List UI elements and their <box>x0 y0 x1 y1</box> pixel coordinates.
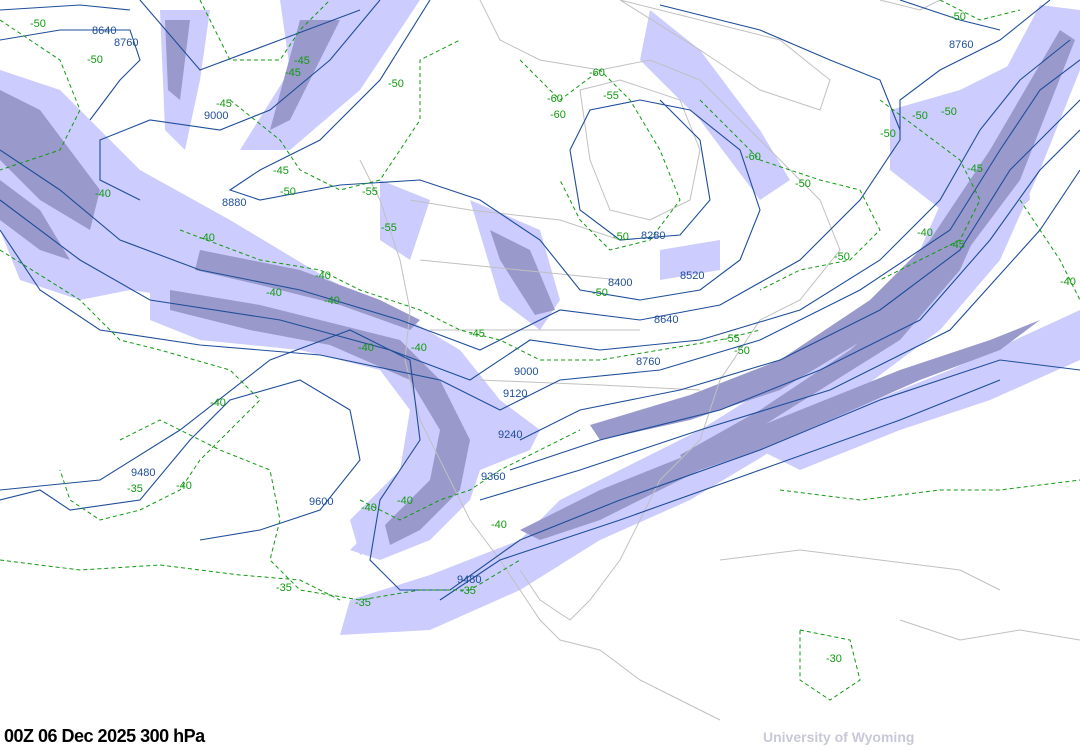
temperature-label: -40 <box>95 188 111 200</box>
temperature-label: -50 <box>592 287 608 299</box>
temperature-label: -30 <box>826 653 842 665</box>
temperature-label: -40 <box>491 519 507 531</box>
temperature-label: -50 <box>912 110 928 122</box>
temperature-label: -45 <box>273 165 289 177</box>
temperature-label: -45 <box>967 163 983 175</box>
temperature-label: -50 <box>950 11 966 23</box>
height-label: 9000 <box>514 366 538 378</box>
temperature-label: -40 <box>210 397 226 409</box>
height-label: 8760 <box>636 356 660 368</box>
temperature-label: -55 <box>603 90 619 102</box>
height-label: 8640 <box>654 314 678 326</box>
height-label: 9480 <box>457 574 481 586</box>
temperature-label: -40 <box>358 342 374 354</box>
temperature-label: -35 <box>276 582 292 594</box>
temperature-label: -45 <box>285 67 301 79</box>
height-labels: 8640 8760 9000 8880 8280 8400 8520 8640 … <box>92 25 973 586</box>
height-label: 8280 <box>641 230 665 242</box>
temperature-label: -35 <box>460 585 476 597</box>
temperature-label: -50 <box>795 178 811 190</box>
height-label: 8520 <box>680 270 704 282</box>
height-label: 8400 <box>608 277 632 289</box>
temperature-label: -45 <box>216 98 232 110</box>
temperature-contours <box>0 0 1080 701</box>
temperature-label: -40 <box>917 227 933 239</box>
temperature-label: -50 <box>280 186 296 198</box>
temperature-label: -55 <box>381 222 397 234</box>
coastlines <box>359 0 1080 721</box>
temperature-label: -60 <box>550 109 566 121</box>
temperature-label: -50 <box>880 128 896 140</box>
temperature-label: -50 <box>834 251 850 263</box>
temperature-label: -60 <box>589 67 605 79</box>
temperature-label: -50 <box>30 18 46 30</box>
temperature-label: -40 <box>315 270 331 282</box>
height-label: 9120 <box>503 388 527 400</box>
temperature-label: -45 <box>949 239 965 251</box>
height-label: 9600 <box>309 496 333 508</box>
height-label: 9000 <box>204 110 228 122</box>
temperature-label: -55 <box>724 333 740 345</box>
temperature-label: -60 <box>745 151 761 163</box>
temperature-label: -40 <box>397 495 413 507</box>
height-contours <box>0 0 1080 601</box>
temperature-label: -40 <box>176 480 192 492</box>
temperature-label: -50 <box>87 54 103 66</box>
valid-time-caption: 00Z 06 Dec 2025 300 hPa <box>4 726 205 746</box>
temperature-label: -40 <box>361 502 377 514</box>
temperature-label: -55 <box>362 186 378 198</box>
temperature-label: -35 <box>127 483 143 495</box>
temperature-label: -45 <box>469 328 485 340</box>
height-label: 8760 <box>949 39 973 51</box>
temperature-label: -40 <box>1060 276 1076 288</box>
temperature-label: -40 <box>411 342 427 354</box>
temperature-label: -50 <box>941 106 957 118</box>
height-label: 9240 <box>498 429 522 441</box>
height-label: 9360 <box>481 471 505 483</box>
temperature-label: -40 <box>324 295 340 307</box>
temperature-label: -50 <box>613 231 629 243</box>
temperature-label: -60 <box>547 93 563 105</box>
temperature-labels: -50 -50 -45 -45 -45 -50 -60 -60 -60 -55 … <box>30 11 1076 665</box>
temperature-label: -45 <box>294 55 310 67</box>
jet-dark-shading <box>0 20 1075 545</box>
temperature-label: -50 <box>388 78 404 90</box>
height-label: 8760 <box>114 37 138 49</box>
height-label: 8880 <box>222 197 246 209</box>
height-label: 8640 <box>92 25 116 37</box>
temperature-label: -50 <box>734 345 750 357</box>
temperature-label: -40 <box>266 287 282 299</box>
credit-text: University of Wyoming <box>763 729 915 745</box>
height-label: 9480 <box>131 467 155 479</box>
temperature-label: -40 <box>199 232 215 244</box>
temperature-label: -35 <box>355 597 371 609</box>
